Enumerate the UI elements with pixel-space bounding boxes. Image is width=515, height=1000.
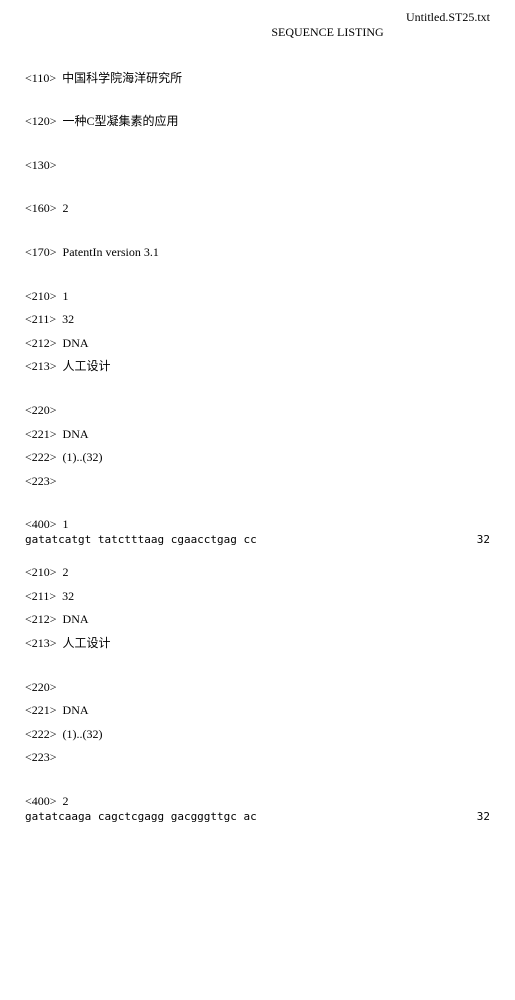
value-s1-212: DNA bbox=[63, 336, 89, 350]
tag-s1-221: <221> bbox=[25, 427, 57, 443]
tag-s1-212: <212> bbox=[25, 336, 57, 352]
tag-s2-212: <212> bbox=[25, 612, 57, 628]
entry-120: <120> 一种C型凝集素的应用 bbox=[25, 114, 490, 130]
sequence-2-data: <400> 2 gatatcaaga cagctcgagg gacgggttgc… bbox=[25, 794, 490, 824]
value-s1-210: 1 bbox=[63, 289, 69, 303]
value-170: PatentIn version 3.1 bbox=[63, 245, 159, 259]
tag-s1-222: <222> bbox=[25, 450, 57, 466]
sequence-1-length: 32 bbox=[477, 533, 490, 547]
sequence-2-header: <210> 2 <211> 32 <212> DNA <213> 人工设计 bbox=[25, 565, 490, 651]
tag-110: <110> bbox=[25, 71, 56, 87]
value-s1-222: (1)..(32) bbox=[63, 450, 103, 464]
tag-s1-210: <210> bbox=[25, 289, 57, 305]
entry-170: <170> PatentIn version 3.1 bbox=[25, 245, 490, 261]
sequence-1-data: <400> 1 gatatcatgt tatctttaag cgaacctgag… bbox=[25, 517, 490, 547]
filename: Untitled.ST25.txt bbox=[406, 10, 490, 26]
sequence-1-header: <210> 1 <211> 32 <212> DNA <213> 人工设计 bbox=[25, 289, 490, 375]
value-s1-213: 人工设计 bbox=[63, 359, 111, 373]
document-page: Untitled.ST25.txt SEQUENCE LISTING <110>… bbox=[0, 0, 515, 852]
sequence-1-text: gatatcatgt tatctttaag cgaacctgag cc bbox=[25, 533, 257, 547]
tag-s1-400: <400> bbox=[25, 517, 57, 533]
tag-s2-210: <210> bbox=[25, 565, 57, 581]
entry-110: <110> 中国科学院海洋研究所 bbox=[25, 71, 490, 87]
value-120: 一种C型凝集素的应用 bbox=[63, 114, 179, 128]
sequence-1-feature: <220> <221> DNA <222> (1)..(32) <223> bbox=[25, 403, 490, 489]
tag-s2-221: <221> bbox=[25, 703, 57, 719]
value-s2-221: DNA bbox=[63, 703, 89, 717]
value-160: 2 bbox=[63, 201, 69, 215]
value-s1-221: DNA bbox=[63, 427, 89, 441]
tag-s2-223: <223> bbox=[25, 750, 57, 766]
tag-130: <130> bbox=[25, 158, 57, 174]
tag-170: <170> bbox=[25, 245, 57, 261]
tag-s2-400: <400> bbox=[25, 794, 57, 810]
sequence-listing-title: SEQUENCE LISTING bbox=[271, 25, 383, 41]
entry-130: <130> bbox=[25, 158, 490, 174]
value-s2-211: 32 bbox=[62, 589, 74, 603]
tag-120: <120> bbox=[25, 114, 57, 130]
value-s1-211: 32 bbox=[62, 312, 74, 326]
value-s2-210: 2 bbox=[63, 565, 69, 579]
header: Untitled.ST25.txt SEQUENCE LISTING bbox=[25, 10, 490, 41]
sequence-2-text: gatatcaaga cagctcgagg gacgggttgc ac bbox=[25, 810, 257, 824]
value-s2-400: 2 bbox=[63, 794, 69, 808]
tag-s1-223: <223> bbox=[25, 474, 57, 490]
tag-160: <160> bbox=[25, 201, 57, 217]
tag-s1-213: <213> bbox=[25, 359, 57, 375]
sequence-2-length: 32 bbox=[477, 810, 490, 824]
value-s2-222: (1)..(32) bbox=[63, 727, 103, 741]
sequence-2-feature: <220> <221> DNA <222> (1)..(32) <223> bbox=[25, 680, 490, 766]
value-s1-400: 1 bbox=[63, 517, 69, 531]
tag-s1-211: <211> bbox=[25, 312, 56, 328]
tag-s1-220: <220> bbox=[25, 403, 57, 419]
value-s2-212: DNA bbox=[63, 612, 89, 626]
tag-s2-211: <211> bbox=[25, 589, 56, 605]
value-110: 中国科学院海洋研究所 bbox=[62, 71, 182, 85]
value-s2-213: 人工设计 bbox=[63, 636, 111, 650]
tag-s2-220: <220> bbox=[25, 680, 57, 696]
entry-160: <160> 2 bbox=[25, 201, 490, 217]
tag-s2-213: <213> bbox=[25, 636, 57, 652]
tag-s2-222: <222> bbox=[25, 727, 57, 743]
